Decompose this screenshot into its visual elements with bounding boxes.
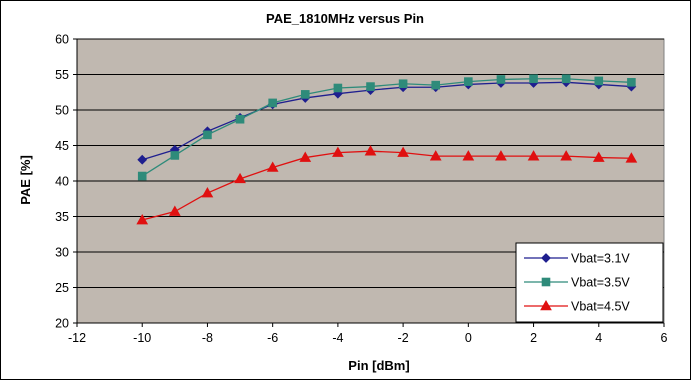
x-tick-label: 6 xyxy=(661,331,668,345)
data-point xyxy=(398,79,408,89)
data-point xyxy=(300,90,310,99)
series-line xyxy=(142,81,632,161)
data-point xyxy=(540,299,552,311)
data-point xyxy=(266,161,279,172)
data-point xyxy=(464,77,473,86)
data-point xyxy=(137,171,147,181)
data-point xyxy=(170,151,180,160)
data-point xyxy=(429,150,442,161)
y-axis-label: PAE [%] xyxy=(18,155,33,205)
data-point xyxy=(560,150,573,161)
y-tick-label: 25 xyxy=(55,281,69,295)
series-line xyxy=(141,78,632,177)
y-tick-label: 20 xyxy=(55,317,69,331)
data-point xyxy=(541,253,551,263)
tick-labels: -12 -10 -8 -6 -4 -2 0 2 4 6 20 25 30 35 40 45 50 55 60 xyxy=(55,33,667,346)
data-point xyxy=(592,151,605,162)
y-tick-label: 55 xyxy=(55,68,69,82)
x-tick-label: -2 xyxy=(398,331,409,345)
legend-label: Vbat=4.5V xyxy=(571,300,630,314)
data-point xyxy=(364,145,377,156)
y-tick-label: 35 xyxy=(55,210,69,224)
y-tick-label: 45 xyxy=(55,139,69,153)
x-tick-label: -12 xyxy=(68,331,86,345)
series-group xyxy=(136,74,638,225)
data-point xyxy=(462,150,475,161)
data-point xyxy=(235,114,245,124)
data-point xyxy=(333,83,343,93)
legend-item: Vbat=4.5V xyxy=(524,300,630,314)
x-tick-label: 0 xyxy=(465,331,472,345)
data-point xyxy=(594,76,604,86)
data-point xyxy=(527,150,540,161)
y-tick-label: 40 xyxy=(55,175,69,189)
data-point xyxy=(203,130,212,140)
data-point xyxy=(541,277,551,287)
data-point xyxy=(496,75,506,84)
data-point xyxy=(431,80,441,90)
data-point xyxy=(137,154,148,165)
y-tick-label: 30 xyxy=(55,246,69,260)
data-point xyxy=(397,146,409,157)
data-point xyxy=(627,78,636,87)
data-point xyxy=(234,172,246,184)
data-point xyxy=(299,151,312,162)
data-point xyxy=(495,150,507,161)
x-tick-label: 4 xyxy=(595,331,602,345)
data-point xyxy=(168,205,181,216)
y-tick-label: 60 xyxy=(55,33,69,47)
data-point xyxy=(201,187,214,198)
x-tick-label: -6 xyxy=(267,331,278,345)
x-axis-label: Pin [dBm] xyxy=(348,358,409,373)
data-point xyxy=(529,74,538,84)
legend-item: Vbat=3.1V xyxy=(524,252,630,266)
data-point xyxy=(366,82,375,91)
legend-label: Vbat=3.5V xyxy=(571,276,630,290)
data-point xyxy=(136,214,149,225)
x-tick-label: -8 xyxy=(202,331,213,345)
x-tick-label: -10 xyxy=(133,331,151,345)
x-tick-label: 2 xyxy=(530,331,537,345)
y-tick-label: 50 xyxy=(55,104,69,118)
data-point xyxy=(332,146,344,157)
series-3 xyxy=(136,145,638,225)
series-line xyxy=(142,150,632,221)
legend-label: Vbat=3.1V xyxy=(571,252,630,266)
data-point xyxy=(625,152,638,163)
x-tick-label: -4 xyxy=(332,331,343,345)
series-2 xyxy=(137,74,636,181)
legend-item: Vbat=3.5V xyxy=(524,276,630,290)
chart-title: PAE_1810MHz versus Pin xyxy=(266,11,424,26)
legend: Vbat=3.1V Vbat=3.5V Vbat=4.5V xyxy=(515,242,664,323)
axes xyxy=(73,38,665,327)
data-point xyxy=(561,74,571,84)
data-point xyxy=(268,98,277,108)
